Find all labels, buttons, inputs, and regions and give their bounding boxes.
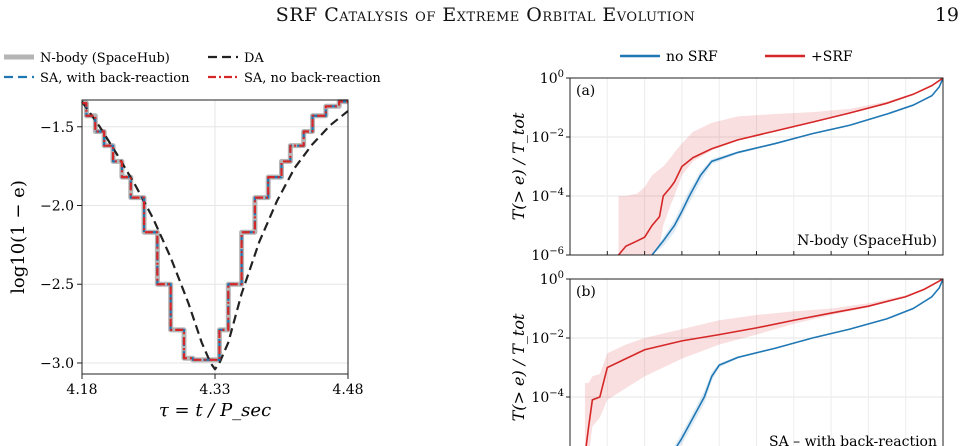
panel-a-nbody: (a) N-body (SpaceHub) T(> e) / T_tot xyxy=(509,77,944,256)
panel-phase-evolution: −1.5 −2.0 −2.5 −3.0 4.18 4.33 4.48 τ = t / P_se… xyxy=(4,51,381,421)
y-tick-label: 100 xyxy=(540,270,564,288)
series-line-4 xyxy=(82,100,348,361)
confidence-band-1 xyxy=(652,78,943,255)
series-line-2 xyxy=(585,279,943,446)
legend-label-2: DA xyxy=(244,51,264,66)
y-tick-label: 10−6 xyxy=(531,246,564,264)
legend-label-1: N-body (SpaceHub) xyxy=(40,51,170,66)
y-tick-label: 10−2 xyxy=(531,329,564,347)
y-axis-label: T(> e) / T_tot xyxy=(509,313,528,421)
panel-label: (a) xyxy=(576,83,595,99)
x-axis-label: τ = t / P_sec xyxy=(159,400,271,421)
plot-area xyxy=(570,279,943,446)
running-title: SRF Catalysis of Extreme Orbital Evoluti… xyxy=(275,4,696,26)
confidence-band-1 xyxy=(674,279,943,446)
page-header: SRF Catalysis of Extreme Orbital Evoluti… xyxy=(0,0,971,40)
y-tick-label: −1.5 xyxy=(40,120,74,136)
panel-label: (b) xyxy=(576,284,596,300)
y-tick-label: −2.5 xyxy=(40,277,74,293)
y-axis-label: T(> e) / T_tot xyxy=(509,112,528,220)
confidence-band-2 xyxy=(584,279,943,446)
x-tick-label: 4.48 xyxy=(332,382,363,398)
x-tick-label: 4.18 xyxy=(66,382,97,398)
panel-annotation: SA – with back-reaction xyxy=(769,434,937,446)
y-tick-label: 100 xyxy=(540,69,564,87)
panel-b-sa: (b) SA – with back-reaction T(> e) / T_tot xyxy=(509,278,944,446)
series-line-1 xyxy=(651,78,943,255)
page-number: 19 xyxy=(934,4,959,26)
y-tick-label: 10−4 xyxy=(531,388,564,406)
series-line-2 xyxy=(81,100,349,371)
legend-label-1: no SRF xyxy=(666,49,718,65)
legend-srf: no SRF +SRF xyxy=(620,49,853,65)
legend-label-4: SA, no back-reaction xyxy=(244,71,381,86)
y-tick-label: 10−2 xyxy=(531,128,564,146)
legend-phase: N-body (SpaceHub) DA SA, with back-reactio… xyxy=(4,51,381,86)
series-line-1 xyxy=(676,279,943,446)
plot-frame xyxy=(569,278,944,446)
confidence-band-2 xyxy=(618,78,943,255)
series-line-2 xyxy=(617,78,943,255)
y-tick-label: −2.0 xyxy=(40,199,74,215)
legend-label-3: SA, with back-reaction xyxy=(40,71,190,86)
y-tick-label: −3.0 xyxy=(40,356,74,372)
panel-annotation: N-body (SpaceHub) xyxy=(797,233,937,249)
y-axis-label: log10(1 − e) xyxy=(8,180,29,294)
legend-label-2: +SRF xyxy=(811,49,853,65)
x-tick-label: 4.33 xyxy=(199,382,230,398)
plot-area xyxy=(570,78,943,255)
y-tick-label: 10−4 xyxy=(531,187,564,205)
